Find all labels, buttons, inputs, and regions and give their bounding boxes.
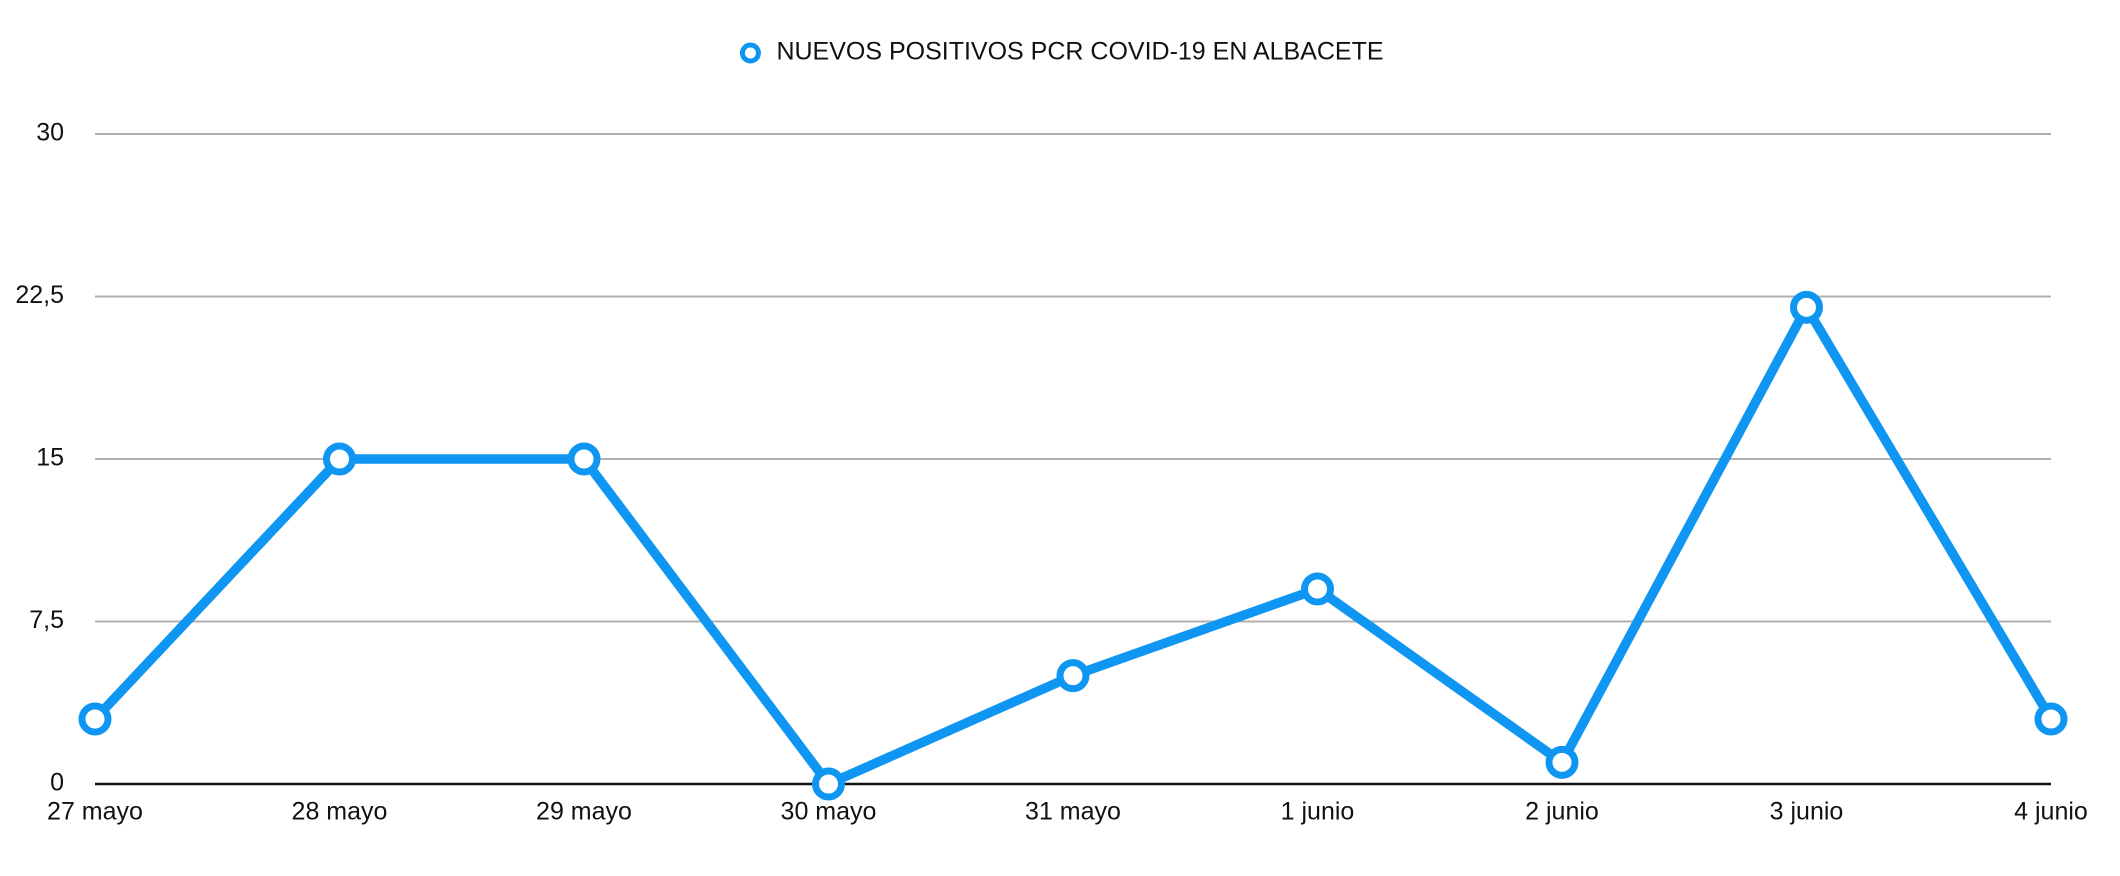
x-tick-label: 29 mayo bbox=[536, 798, 632, 826]
legend-marker bbox=[739, 42, 761, 64]
data-point bbox=[1545, 745, 1579, 779]
data-point bbox=[1056, 659, 1090, 693]
data-point bbox=[812, 767, 845, 801]
x-tick-label: 31 mayo bbox=[1025, 798, 1121, 826]
x-tick-label: 3 junio bbox=[1770, 798, 1844, 826]
data-point bbox=[567, 442, 601, 476]
data-point bbox=[1790, 290, 1823, 324]
y-tick-label: 22,5 bbox=[15, 281, 64, 309]
legend-label: NUEVOS POSITIVOS PCR COVID-19 EN ALBACET… bbox=[776, 38, 1383, 66]
y-tick-label: 15 bbox=[36, 444, 64, 472]
y-tick-label: 7,5 bbox=[29, 606, 64, 634]
x-tick-label: 27 mayo bbox=[47, 798, 143, 826]
x-tick-label: 30 mayo bbox=[781, 798, 877, 826]
y-tick-label: 30 bbox=[36, 119, 64, 147]
data-point bbox=[323, 442, 356, 476]
x-tick-label: 28 mayo bbox=[292, 798, 388, 826]
data-point bbox=[78, 702, 112, 736]
series-line bbox=[91, 302, 2056, 789]
data-point bbox=[2034, 702, 2068, 736]
x-tick-label: 4 junio bbox=[2014, 798, 2088, 826]
y-tick-label: 0 bbox=[50, 769, 64, 797]
data-point bbox=[1301, 572, 1334, 606]
x-tick-label: 1 junio bbox=[1281, 798, 1355, 826]
x-tick-label: 2 junio bbox=[1525, 798, 1599, 826]
